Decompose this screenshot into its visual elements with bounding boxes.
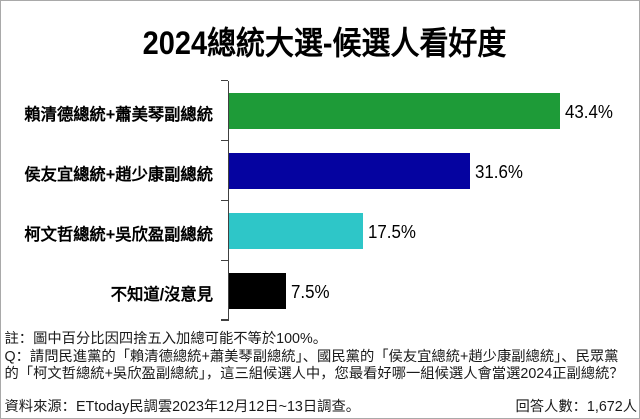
category-label-lai-hsiao: 賴清德總統+蕭美琴副總統 bbox=[24, 106, 213, 124]
category-label-dont-know: 不知道/沒意見 bbox=[110, 286, 213, 304]
respondent-count: 回答人數：1,672人 bbox=[515, 399, 637, 415]
footnote-rounding: 註：圖中百分比因四捨五入加總可能不等於100%。 bbox=[4, 331, 328, 347]
category-label-hou-chao: 侯友宜總統+趙少康副總統 bbox=[24, 166, 213, 184]
value-label-ko-wu: 17.5% bbox=[367, 221, 416, 242]
bar-hou-chao bbox=[229, 152, 471, 189]
data-source: 資料來源：ETtoday民調雲2023年12月12日~13日調查。 bbox=[4, 399, 361, 415]
axis-tick bbox=[221, 259, 228, 262]
category-label-ko-wu: 柯文哲總統+吳欣盈副總統 bbox=[24, 226, 213, 244]
bar-dont-know bbox=[229, 272, 287, 309]
bar-ko-wu bbox=[229, 212, 363, 249]
bar-row: 賴清德總統+蕭美琴副總統 43.4% bbox=[1, 81, 639, 141]
axis-tick bbox=[221, 199, 228, 202]
y-axis-line bbox=[227, 80, 230, 321]
footnote-question-line2: 的「柯文哲總統+吳欣盈副總統」，這三組候選人中，您最看好哪一組候選人會當選202… bbox=[4, 366, 624, 383]
bar-lai-hsiao bbox=[229, 92, 561, 129]
bar-row: 不知道/沒意見 7.5% bbox=[1, 261, 639, 321]
axis-tick bbox=[221, 139, 228, 142]
bar-row: 侯友宜總統+趙少康副總統 31.6% bbox=[1, 141, 639, 201]
chart-title: 2024總統大選-候選人看好度 bbox=[142, 25, 507, 61]
footnotes: 註：圖中百分比因四捨五入加總可能不等於100%。 Q：請問民進黨的「賴清德總統+… bbox=[5, 331, 640, 384]
value-label-dont-know: 7.5% bbox=[291, 281, 330, 302]
axis-tick bbox=[221, 319, 228, 321]
footnote-question-line1: Q：請問民進黨的「賴清德總統+蕭美琴副總統」、國民黨的「侯友宜總統+趙少康副總統… bbox=[4, 348, 619, 365]
bar-row: 柯文哲總統+吳欣盈副總統 17.5% bbox=[1, 201, 639, 261]
value-label-lai-hsiao: 43.4% bbox=[565, 101, 614, 122]
value-label-hou-chao: 31.6% bbox=[475, 161, 524, 182]
axis-tick bbox=[221, 79, 228, 82]
